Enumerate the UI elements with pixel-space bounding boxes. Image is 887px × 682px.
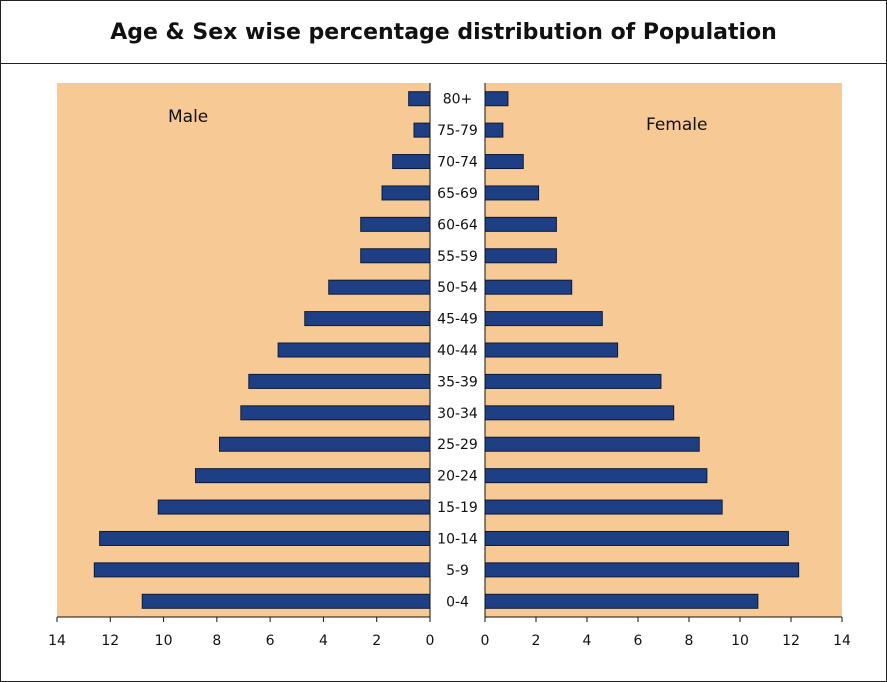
age-group-label: 30-34	[437, 406, 478, 422]
female-tick-label: 10	[731, 633, 749, 649]
chart-title: Age & Sex wise percentage distribution o…	[110, 19, 777, 45]
male-bar	[304, 311, 431, 327]
age-group-label: 20-24	[437, 469, 478, 485]
male-bar	[141, 593, 431, 609]
female-tick-label: 14	[833, 633, 851, 649]
age-group-label: 45-49	[437, 312, 478, 328]
female-bar	[484, 91, 509, 107]
age-group-label: 60-64	[437, 217, 478, 233]
female-bar	[484, 122, 504, 138]
female-tick-label: 8	[685, 633, 694, 649]
age-group-label: 70-74	[437, 155, 478, 171]
age-group-label: 55-59	[437, 249, 478, 265]
male-bar	[157, 499, 431, 515]
male-bar	[195, 468, 431, 484]
female-tick-label: 12	[782, 633, 800, 649]
female-bar	[484, 311, 603, 327]
chart-title-bar: Age & Sex wise percentage distribution o…	[1, 1, 886, 64]
male-bar	[240, 405, 431, 421]
male-bar	[99, 530, 431, 546]
age-group-label: 25-29	[437, 437, 478, 453]
male-bar	[277, 342, 431, 358]
female-bar	[484, 562, 800, 578]
female-bar	[484, 593, 759, 609]
female-bar	[484, 185, 540, 201]
female-bar	[484, 248, 557, 264]
female-bar	[484, 279, 573, 295]
female-bar	[484, 405, 675, 421]
age-group-label: 75-79	[437, 123, 478, 139]
male-tick-label: 0	[426, 633, 435, 649]
male-bar	[413, 122, 431, 138]
male-bar	[408, 91, 431, 107]
age-group-label: 0-4	[446, 594, 469, 610]
age-group-label: 5-9	[446, 563, 469, 579]
female-series-label: Female	[646, 115, 707, 135]
female-bar	[484, 216, 557, 232]
male-bar	[360, 248, 431, 264]
female-tick-label: 4	[583, 633, 592, 649]
male-bar	[381, 185, 431, 201]
female-bar	[484, 342, 619, 358]
age-group-label: 15-19	[437, 500, 478, 516]
age-group-label: 65-69	[437, 186, 478, 202]
female-bar	[484, 373, 662, 389]
female-bar	[484, 468, 708, 484]
male-bar	[219, 436, 431, 452]
age-group-label: 40-44	[437, 343, 478, 359]
age-group-label: 50-54	[437, 280, 478, 296]
male-tick-label: 12	[101, 633, 119, 649]
male-bar	[248, 373, 431, 389]
male-bar	[360, 216, 431, 232]
male-bar	[392, 154, 431, 170]
female-bar	[484, 154, 524, 170]
age-group-label: 80+	[443, 92, 473, 108]
female-tick-label: 0	[481, 633, 490, 649]
male-tick-label: 6	[266, 633, 275, 649]
male-series-label: Male	[168, 107, 208, 127]
age-group-label: 35-39	[437, 374, 478, 390]
age-group-label: 10-14	[437, 531, 478, 547]
female-tick-label: 6	[634, 633, 643, 649]
male-bar	[328, 279, 431, 295]
female-bar	[484, 499, 723, 515]
female-bar	[484, 530, 789, 546]
male-tick-label: 2	[372, 633, 381, 649]
female-bar	[484, 436, 700, 452]
female-tick-label: 2	[532, 633, 541, 649]
male-tick-label: 10	[155, 633, 173, 649]
male-tick-label: 8	[212, 633, 221, 649]
male-tick-label: 14	[48, 633, 66, 649]
male-bar	[93, 562, 431, 578]
male-tick-label: 4	[319, 633, 328, 649]
